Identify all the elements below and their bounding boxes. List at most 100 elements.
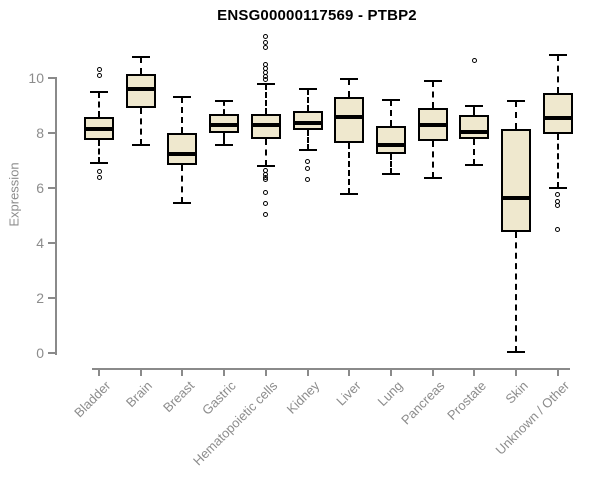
median-line: [250, 122, 281, 127]
upper-whisker-line: [348, 79, 351, 98]
lower-whisker-line: [389, 153, 392, 175]
median-line: [375, 143, 406, 148]
y-axis-tick: [48, 187, 57, 189]
lower-whisker-line: [264, 138, 267, 166]
upper-whisker-line: [139, 57, 142, 74]
upper-whisker-cap: [381, 99, 400, 101]
y-axis-tick-label: 8: [36, 125, 44, 141]
upper-whisker-line: [264, 83, 267, 114]
upper-whisker-cap: [548, 53, 567, 56]
outlier-point: [555, 192, 561, 198]
lower-whisker-cap: [548, 187, 567, 189]
outlier-point: [263, 45, 269, 51]
lower-whisker-line: [139, 108, 142, 146]
outlier-point: [263, 39, 269, 45]
outlier-point: [305, 159, 310, 165]
outlier-point: [263, 211, 269, 217]
x-axis-category-label: Gastric: [198, 378, 239, 418]
outlier-point: [96, 169, 102, 174]
y-axis-tick-label: 4: [36, 235, 44, 251]
x-axis-tick: [348, 368, 351, 376]
median-line: [84, 126, 114, 131]
upper-whisker-cap: [507, 100, 525, 103]
y-axis-tick-label: 0: [36, 345, 44, 361]
lower-whisker-cap: [507, 350, 525, 353]
outlier-point: [263, 34, 269, 40]
median-line: [459, 129, 490, 134]
lower-whisker-cap: [173, 202, 192, 205]
upper-whisker-cap: [215, 100, 234, 103]
outlier-point: [96, 72, 102, 78]
x-axis-category-label: Unknown / Other: [492, 378, 573, 458]
lower-whisker-line: [306, 130, 309, 150]
median-line: [209, 122, 240, 127]
x-axis-category-label: Lung: [374, 378, 406, 410]
outlier-point: [471, 57, 477, 63]
upper-whisker-line: [515, 101, 517, 129]
y-axis-line: [55, 78, 57, 355]
x-axis-category-label: Skin: [502, 378, 531, 407]
y-axis-tick-label: 2: [36, 290, 44, 306]
x-axis-tick: [223, 368, 226, 376]
y-axis-tick: [48, 132, 57, 134]
upper-whisker-line: [556, 54, 559, 94]
lower-whisker-cap: [423, 177, 442, 180]
lower-whisker-line: [473, 138, 476, 165]
x-axis-line: [92, 368, 570, 370]
median-line: [125, 87, 156, 91]
upper-whisker-line: [98, 91, 100, 117]
median-line: [292, 121, 323, 126]
y-axis-tick: [48, 297, 57, 299]
upper-whisker-cap: [298, 88, 317, 90]
x-axis-category-label: Kidney: [283, 378, 323, 417]
outlier-point: [555, 203, 561, 209]
lower-whisker-line: [181, 164, 184, 204]
x-axis-tick: [431, 368, 434, 376]
outlier-point: [96, 67, 102, 73]
x-axis-category-label: Bladder: [71, 378, 114, 421]
iqr-box: [501, 128, 531, 232]
x-axis-category-label: Prostate: [444, 378, 489, 423]
upper-whisker-line: [181, 97, 184, 133]
outlier-point: [263, 189, 269, 195]
lower-whisker-cap: [298, 148, 317, 151]
outlier-point: [305, 166, 310, 172]
x-axis-tick: [306, 368, 309, 376]
median-line: [501, 195, 531, 200]
lower-whisker-cap: [131, 144, 150, 147]
iqr-box: [542, 93, 573, 135]
median-line: [542, 115, 573, 120]
upper-whisker-line: [473, 105, 476, 116]
lower-whisker-cap: [465, 163, 484, 166]
iqr-box: [292, 111, 323, 131]
chart-title: ENSG00000117569 - PTBP2: [217, 7, 417, 24]
x-axis-category-label: Liver: [333, 378, 364, 409]
upper-whisker-line: [389, 100, 392, 127]
lower-whisker-line: [556, 134, 559, 188]
x-axis-tick: [556, 368, 559, 376]
x-axis-tick: [473, 368, 476, 376]
y-axis-tick: [48, 352, 57, 354]
iqr-box: [459, 115, 490, 139]
outlier-point: [263, 177, 269, 183]
y-axis-tick: [48, 77, 57, 79]
outlier-point: [305, 177, 310, 183]
median-line: [417, 122, 448, 127]
upper-whisker-cap: [340, 78, 359, 81]
upper-whisker-cap: [90, 90, 108, 93]
y-axis-tick: [48, 242, 57, 244]
lower-whisker-line: [98, 139, 100, 164]
x-axis-tick: [264, 368, 267, 376]
x-axis-category-label: Pancreas: [397, 378, 448, 428]
lower-whisker-cap: [256, 165, 275, 167]
iqr-box: [334, 97, 365, 143]
x-axis-tick: [139, 368, 142, 376]
y-axis-tick-label: 6: [36, 180, 44, 196]
median-line: [334, 114, 365, 119]
median-line: [167, 151, 198, 156]
x-axis-category-label: Breast: [159, 378, 198, 416]
iqr-box: [125, 73, 156, 109]
lower-whisker-cap: [381, 173, 400, 176]
